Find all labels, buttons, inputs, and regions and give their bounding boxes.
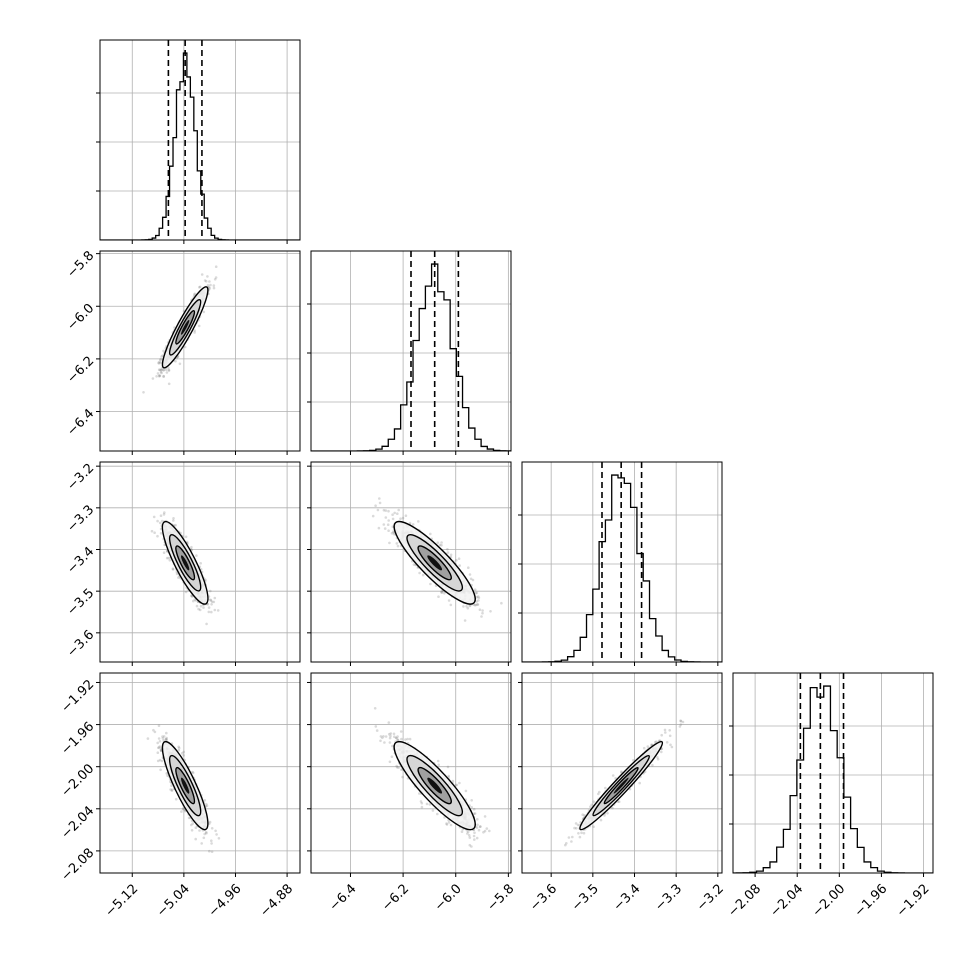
y-tick-label: −3.5: [64, 586, 97, 619]
x-tick-label: −4.96: [206, 881, 245, 920]
y-tick-label: −3.3: [64, 503, 97, 536]
y-tick-label: −6.4: [64, 406, 97, 439]
y-tick-label: −6.0: [64, 301, 97, 334]
panel-2-1: [307, 461, 512, 666]
panel-frame: [99, 461, 301, 663]
panel-frame: [99, 250, 301, 452]
x-tick-label: −3.3: [652, 881, 685, 914]
x-tick-label: −3.6: [527, 881, 560, 914]
x-tick-label: −2.08: [725, 881, 764, 920]
x-tick-label: −5.12: [103, 881, 142, 920]
panel-3-0: [96, 672, 301, 877]
panel-1-0: [96, 250, 301, 455]
x-tick-label: −3.2: [694, 881, 727, 914]
x-tick-label: −6.0: [432, 881, 465, 914]
panel-3-3: [729, 672, 934, 877]
y-tick-label: −1.96: [59, 719, 98, 758]
y-tick-label: −6.2: [64, 354, 97, 387]
density-contour-3: [181, 555, 190, 571]
y-tick-label: −3.2: [64, 461, 97, 494]
histogram-2: [522, 474, 722, 662]
panel-frame: [521, 461, 723, 663]
x-tick-label: −2.04: [767, 881, 806, 920]
x-tick-label: −4.88: [257, 881, 296, 920]
y-tick-label: −2.08: [59, 846, 98, 885]
histogram-0: [100, 52, 300, 240]
panel-3-1: [307, 672, 512, 877]
panel-frame: [732, 672, 934, 874]
panel-2-2: [518, 461, 723, 666]
x-tick-label: −6.2: [379, 881, 412, 914]
y-tick-label: −2.00: [59, 761, 98, 800]
x-tick-label: −5.8: [484, 881, 517, 914]
density-contour-3: [181, 777, 190, 794]
panel-frame: [99, 39, 301, 241]
panel-0-0: [96, 39, 301, 244]
panel-frame: [310, 672, 512, 874]
panel-1-1: [307, 250, 512, 455]
panel-2-0: [96, 461, 301, 666]
density-contour-3: [181, 319, 190, 335]
x-tick-label: −3.5: [569, 881, 602, 914]
x-tick-label: −1.92: [894, 881, 933, 920]
panel-frame: [310, 250, 512, 452]
x-tick-label: −2.00: [810, 881, 849, 920]
panel-frame: [99, 672, 301, 874]
panel-frame: [310, 461, 512, 663]
y-tick-label: −3.4: [64, 544, 97, 577]
y-tick-label: −3.6: [64, 628, 97, 661]
panel-3-2: [518, 672, 723, 877]
y-tick-label: −5.8: [64, 248, 97, 281]
panel-frame: [521, 672, 723, 874]
y-tick-label: −2.04: [59, 803, 98, 842]
density-contour-3: [427, 555, 443, 571]
x-tick-label: −6.4: [327, 881, 360, 914]
x-tick-label: −3.4: [611, 881, 644, 914]
x-tick-label: −5.04: [154, 881, 193, 920]
density-contour-3: [613, 777, 629, 794]
density-contour-3: [427, 777, 443, 794]
y-tick-label: −1.92: [59, 677, 98, 716]
x-tick-label: −1.96: [852, 881, 891, 920]
histogram-3: [733, 685, 933, 873]
